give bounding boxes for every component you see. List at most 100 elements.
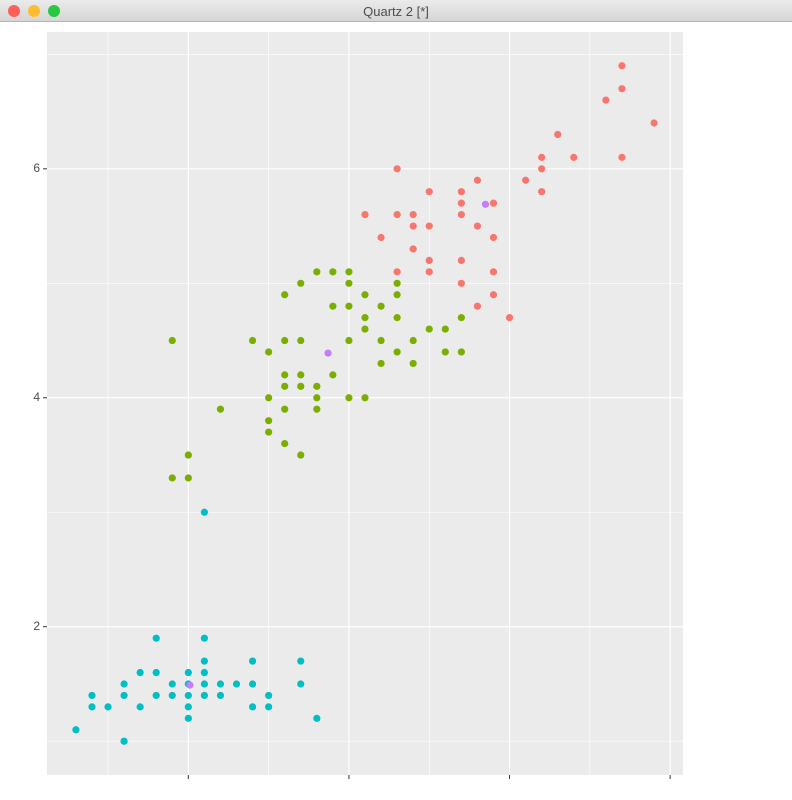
chart: 2 4 6	[33, 32, 683, 779]
point	[489, 268, 498, 276]
point	[618, 62, 626, 70]
point	[473, 176, 482, 184]
point	[377, 302, 385, 310]
point	[265, 428, 273, 436]
y-tick-label: 6	[33, 161, 40, 175]
point	[481, 200, 490, 208]
point	[248, 703, 257, 711]
point	[538, 153, 546, 161]
point	[441, 348, 449, 356]
point	[297, 657, 305, 665]
point	[313, 714, 321, 722]
point	[216, 680, 225, 688]
close-button[interactable]	[8, 5, 20, 17]
point	[409, 336, 417, 345]
point	[265, 394, 273, 402]
title-bar: Quartz 2 [*]	[0, 0, 792, 22]
point	[200, 634, 208, 642]
point	[345, 279, 353, 287]
y-tick-label: 4	[33, 390, 40, 404]
point	[457, 199, 465, 207]
point	[618, 85, 626, 93]
point	[377, 233, 385, 242]
point	[152, 668, 160, 677]
point	[297, 279, 305, 287]
point	[184, 714, 192, 722]
point	[425, 222, 433, 230]
point	[184, 474, 192, 482]
point	[184, 451, 192, 459]
point	[329, 371, 337, 379]
point	[281, 371, 289, 379]
point	[248, 336, 257, 345]
point	[265, 417, 273, 425]
point	[618, 153, 626, 161]
point	[602, 96, 610, 104]
point	[538, 188, 546, 196]
point	[281, 405, 289, 413]
point	[120, 680, 128, 688]
point	[152, 691, 160, 700]
point	[505, 314, 514, 322]
point	[297, 680, 305, 688]
point	[425, 268, 433, 276]
point	[200, 691, 208, 700]
point	[538, 165, 546, 173]
point	[152, 634, 160, 642]
point	[184, 668, 192, 677]
zoom-button[interactable]	[48, 5, 60, 17]
point	[136, 703, 144, 711]
point	[361, 314, 369, 322]
point	[281, 336, 289, 345]
point	[345, 302, 353, 310]
point	[361, 325, 369, 333]
point	[570, 153, 578, 161]
point	[297, 371, 305, 379]
point	[441, 325, 449, 333]
point	[265, 691, 273, 700]
point	[186, 681, 194, 689]
point	[409, 222, 417, 230]
point	[522, 176, 530, 184]
point	[281, 291, 289, 299]
point	[120, 691, 128, 700]
point	[393, 314, 401, 322]
point	[345, 268, 353, 276]
point	[265, 703, 273, 711]
point	[184, 703, 192, 711]
point	[377, 359, 385, 368]
point	[361, 291, 369, 299]
point	[393, 279, 401, 287]
point	[489, 291, 498, 299]
point	[393, 211, 401, 219]
point	[136, 668, 144, 677]
point	[72, 726, 80, 734]
point	[409, 211, 417, 219]
point	[168, 474, 176, 482]
point	[200, 680, 208, 688]
point	[457, 188, 465, 196]
point	[554, 130, 562, 139]
point	[425, 188, 433, 196]
minimize-button[interactable]	[28, 5, 40, 17]
point	[457, 348, 465, 356]
point	[393, 165, 401, 173]
point	[313, 405, 321, 413]
window-title: Quartz 2 [*]	[363, 4, 429, 19]
point	[297, 336, 305, 345]
point	[457, 314, 465, 322]
point	[473, 302, 482, 310]
point	[313, 382, 321, 390]
point	[473, 222, 482, 230]
point	[393, 268, 401, 276]
point	[457, 256, 465, 264]
point	[200, 508, 208, 516]
point	[489, 199, 498, 207]
point	[393, 348, 401, 356]
point	[377, 336, 385, 345]
point	[329, 268, 337, 276]
point	[650, 119, 658, 127]
point	[329, 302, 337, 310]
point	[297, 451, 305, 459]
point	[248, 680, 257, 688]
